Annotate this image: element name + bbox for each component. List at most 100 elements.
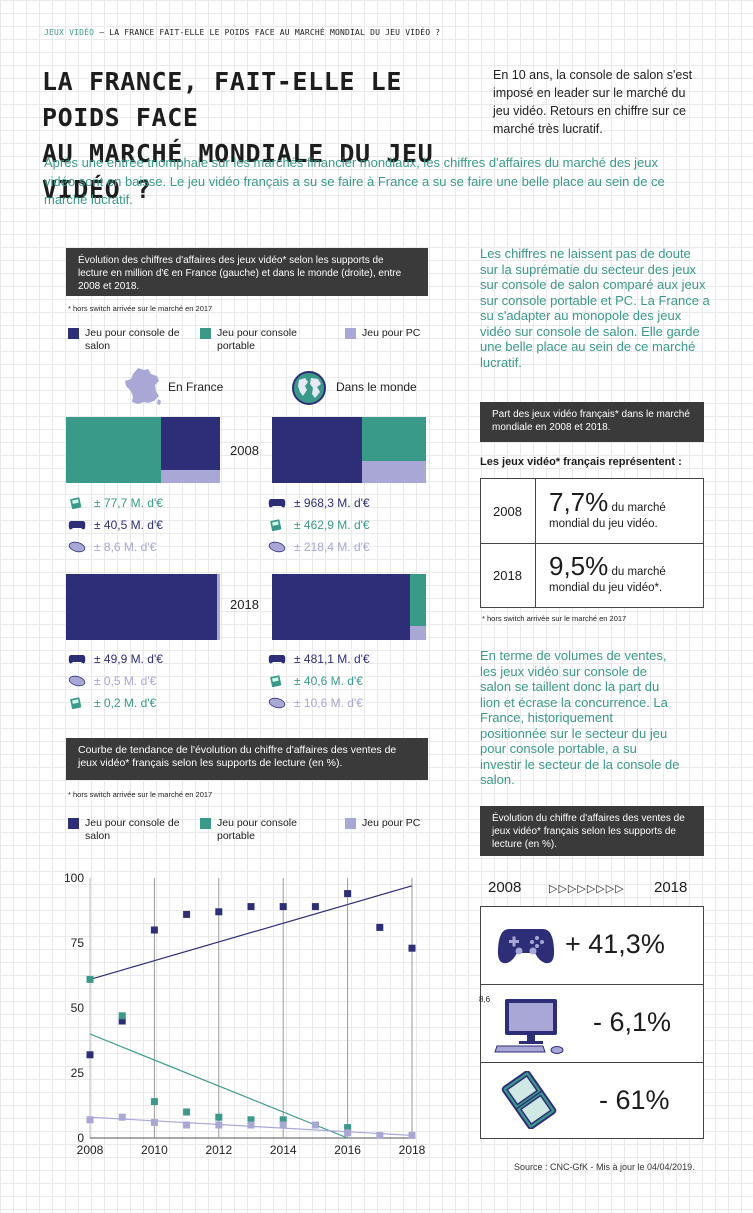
data-point xyxy=(150,1098,158,1106)
data-point xyxy=(118,1012,126,1020)
world-label: Dans le monde xyxy=(336,380,417,394)
france-2008-values: ± 77,7 M. d'€ ± 40,5 M. d'€ ± 8,6 M. d'€ xyxy=(68,492,163,558)
data-point xyxy=(86,1051,94,1059)
france-2018-block xyxy=(66,574,220,640)
x-tick-label: 2012 xyxy=(205,1143,232,1157)
evo-value-salon: + 41,3% xyxy=(565,929,665,959)
value-row: ± 0,2 M. d'€ xyxy=(68,692,163,714)
evo-to-year: 2018 xyxy=(654,879,688,896)
trend-line xyxy=(89,1033,348,1139)
x-tick-label: 2016 xyxy=(334,1143,361,1157)
data-point xyxy=(344,1124,352,1132)
france-2008-block xyxy=(66,417,220,483)
trend-title-box: Courbe de tendance de l'évolution du chi… xyxy=(66,738,428,780)
y-tick-label: 75 xyxy=(71,936,85,950)
kicker: JEUX VIDÉO – LA FRANCE FAIT-ELLE LE POID… xyxy=(44,28,440,37)
x-tick-label: 2008 xyxy=(77,1143,104,1157)
kicker-separator: – xyxy=(94,28,110,37)
part-title: Part des jeux vidéo français* dans le ma… xyxy=(492,409,690,433)
handheld-console-icon xyxy=(501,1071,557,1129)
part-intro: Les jeux vidéo* français représentent : xyxy=(480,456,682,468)
data-point xyxy=(215,1113,223,1121)
value-text: ± 40,5 M. d'€ xyxy=(94,518,163,532)
mouse-icon xyxy=(268,541,286,553)
legend-swatch-pc xyxy=(345,328,356,339)
globe-icon xyxy=(292,371,326,405)
data-point xyxy=(279,903,287,911)
data-point xyxy=(344,1129,352,1137)
mouse-icon xyxy=(68,675,86,687)
mouse-icon xyxy=(268,697,286,709)
legend-swatch-pc xyxy=(345,818,356,829)
data-point xyxy=(86,975,94,983)
part-share: 9,5% du marché mondial du jeu vidéo*. xyxy=(549,551,699,595)
gamepad-icon xyxy=(68,521,86,530)
lead-paragraph: Après une entrée triomphale sur les marc… xyxy=(44,155,665,207)
x-tick-label: 2010 xyxy=(141,1143,168,1157)
part-share-suffix: du marché xyxy=(608,566,666,578)
handheld-console-icon xyxy=(270,675,282,687)
data-point xyxy=(215,908,223,916)
trend-legend-portable: Jeu pour console portable xyxy=(200,817,320,843)
evolution-title: Évolution des chiffres d'affaires des je… xyxy=(78,255,402,292)
evo-divider xyxy=(481,1062,703,1063)
kicker-title: LA FRANCE FAIT-ELLE LE POIDS FACE AU MAR… xyxy=(109,28,441,37)
world-2018-portable-area xyxy=(410,574,426,626)
world-2008-values: ± 968,3 M. d'€ ± 462,9 M. d'€ ± 218,4 M.… xyxy=(268,492,370,558)
france-label: En France xyxy=(168,380,224,394)
legend-label-portable: Jeu pour console portable xyxy=(217,817,297,842)
legend-salon: Jeu pour console de salon xyxy=(68,327,188,353)
evo-value-pc: - 6,1% xyxy=(593,1007,672,1037)
world-2008-block xyxy=(272,417,426,483)
legend-label-salon: Jeu pour console de salon xyxy=(85,817,180,842)
legend-swatch-salon xyxy=(68,818,79,829)
trend-legend-salon: Jeu pour console de salon xyxy=(68,817,188,843)
value-row: ± 49,9 M. d'€ xyxy=(68,648,163,670)
data-point xyxy=(183,1121,191,1129)
part-share-suffix: du marché xyxy=(608,502,666,514)
legend-label-salon: Jeu pour console de salon xyxy=(85,327,180,352)
evo-title-box: Évolution du chiffre d'affaires des vent… xyxy=(480,806,704,856)
france-2008-salon-area xyxy=(161,417,220,470)
handheld-console-icon xyxy=(70,497,82,509)
world-2008-pc-area xyxy=(362,461,426,483)
data-point xyxy=(247,1121,255,1129)
data-point xyxy=(408,1131,416,1139)
source-note: Source : CNC-GfK - Mis à jour le 04/04/2… xyxy=(514,1162,695,1172)
value-text: ± 218,4 M. d'€ xyxy=(294,540,370,554)
trend-note: * hors switch arrivée sur le marché en 2… xyxy=(68,790,213,799)
page-title-line-1: LA FRANCE, FAIT-ELLE LE POIDS FACE xyxy=(42,67,402,132)
part-share-value: 7,7% xyxy=(549,487,609,517)
evo-title: Évolution du chiffre d'affaires des vent… xyxy=(492,813,685,850)
value-row: ± 8,6 M. d'€ xyxy=(68,536,163,558)
france-2008-pc-area xyxy=(161,470,220,483)
france-2008-portable-area xyxy=(66,417,161,483)
page-title-line-2: AU MARCHÉ MONDIALE DU JEU VIDÉO ? xyxy=(42,139,434,204)
intro-text: En 10 ans, la console de salon s'est imp… xyxy=(493,68,693,136)
legend-swatch-portable xyxy=(200,818,211,829)
legend-label-pc: Jeu pour PC xyxy=(362,817,421,829)
sidebar-paragraph-1: Les chiffres ne laissent pas de doute su… xyxy=(480,246,710,370)
value-text: ± 968,3 M. d'€ xyxy=(294,496,370,510)
part-note: * hors switch arrivée sur le marché en 2… xyxy=(482,614,627,623)
data-point xyxy=(118,1113,126,1121)
value-text: ± 49,9 M. d'€ xyxy=(94,652,163,666)
value-row: ± 0,5 M. d'€ xyxy=(68,670,163,692)
y-tick-label: 0 xyxy=(77,1131,84,1145)
value-row: ± 77,7 M. d'€ xyxy=(68,492,163,514)
y-tick-label: 25 xyxy=(71,1066,85,1080)
data-point xyxy=(311,903,319,911)
part-title-box: Part des jeux vidéo français* dans le ma… xyxy=(480,402,704,442)
gamepad-icon xyxy=(268,655,286,664)
france-2018-values: ± 49,9 M. d'€ ± 0,5 M. d'€ ± 0,2 M. d'€ xyxy=(68,648,163,714)
evo-monitor-tag: 8,6 xyxy=(479,995,491,1004)
part-table-divider xyxy=(481,543,703,544)
part-table: 2008 7,7% du marché mondial du jeu vidéo… xyxy=(480,478,704,608)
data-point xyxy=(376,1131,384,1139)
evo-arrows: ▷▷▷▷▷▷▷▷ xyxy=(549,883,625,895)
value-text: ± 0,2 M. d'€ xyxy=(94,696,157,710)
gamepad-icon xyxy=(497,929,555,964)
evo-divider xyxy=(481,984,703,985)
part-share-line2: mondial du jeu vidéo. xyxy=(549,518,658,530)
gamepad-icon xyxy=(268,499,286,508)
